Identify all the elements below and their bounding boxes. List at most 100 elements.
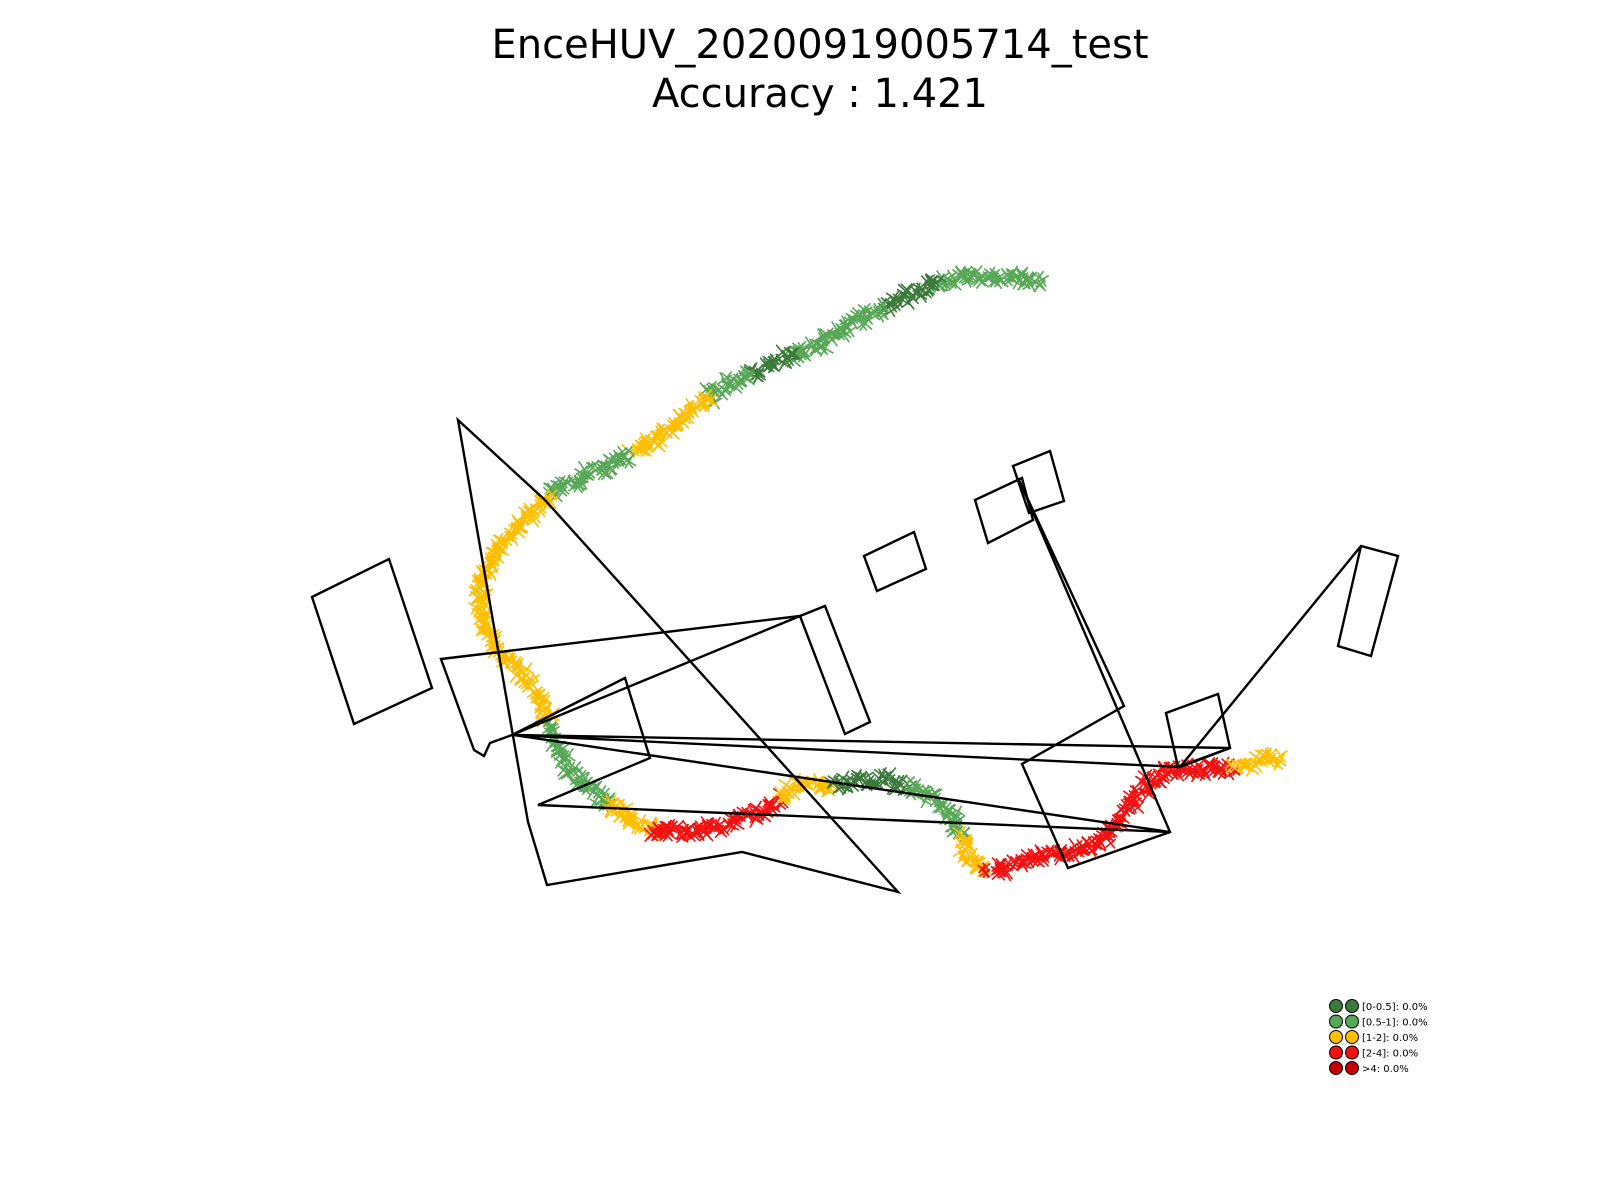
trajectory-point — [783, 781, 795, 793]
trajectory-point — [599, 466, 614, 481]
trajectory-point — [664, 822, 677, 834]
trajectory-point — [1129, 784, 1140, 795]
trajectory-point — [480, 608, 493, 622]
trajectory-segment — [468, 488, 560, 728]
trajectory-point — [503, 528, 521, 546]
trajectory-point — [1072, 844, 1083, 855]
trajectory-point — [477, 626, 487, 636]
legend: [0-0.5]: 0.0% [0.5-1]: 0.0% [1-2]: 0.0% [2-… — [1329, 999, 1428, 1075]
trajectory-segment — [542, 445, 637, 504]
legend-marker — [1345, 999, 1359, 1013]
trajectory-point — [1147, 769, 1157, 780]
trajectory-point — [541, 694, 552, 706]
trajectory-point — [535, 493, 552, 510]
building-outline — [310, 557, 434, 726]
trajectory-point — [522, 502, 537, 517]
chart-subtitle: Accuracy : 1.421 — [652, 71, 988, 117]
legend-label: >4: 0.0% — [1362, 1064, 1409, 1075]
trajectory-point — [951, 805, 965, 818]
trajectory-point — [672, 421, 682, 431]
legend-entry: [2-4]: 0.0% — [1329, 1045, 1418, 1060]
legend-marker — [1345, 1061, 1359, 1075]
trajectory-point — [660, 825, 678, 842]
trajectory-point — [589, 796, 600, 807]
building-outline — [1179, 544, 1400, 768]
trajectory-segment — [824, 766, 919, 797]
trajectory-segment — [783, 297, 890, 368]
trajectory-point — [1086, 844, 1098, 857]
trajectory-point — [1254, 755, 1264, 764]
legend-entry: >4: 0.0% — [1329, 1061, 1409, 1075]
building-outlines — [310, 416, 1400, 895]
legend-marker — [1345, 1014, 1359, 1029]
trajectory-point — [473, 573, 484, 584]
trajectory-point — [977, 863, 988, 874]
trajectory-segment — [876, 273, 947, 318]
trajectory-point — [909, 285, 923, 299]
legend-label: [1-2]: 0.0% — [1362, 1033, 1418, 1044]
building-outline — [511, 676, 1171, 834]
trajectory-point — [585, 460, 600, 475]
legend-marker — [1345, 1045, 1359, 1060]
legend-label: [0.5-1]: 0.0% — [1362, 1018, 1428, 1029]
legend-marker — [1329, 1030, 1343, 1044]
building-outline — [1164, 692, 1232, 769]
trajectory-point — [1201, 756, 1217, 773]
trajectory-point — [659, 819, 674, 834]
trajectory-point — [699, 816, 714, 831]
trajectory-segment — [743, 344, 801, 385]
trajectory-point — [1023, 271, 1039, 287]
trajectory-point — [1238, 758, 1250, 770]
trajectory-point — [550, 745, 567, 761]
trajectory-point — [557, 752, 572, 767]
building-outline — [973, 476, 1035, 545]
trajectory-point — [709, 818, 726, 834]
trajectory-point — [1273, 748, 1288, 764]
trajectory-point — [847, 313, 859, 325]
trajectory-point — [480, 628, 495, 643]
trajectory-point — [765, 355, 781, 370]
trajectory-point — [1007, 273, 1017, 282]
legend-entry: [1-2]: 0.0% — [1329, 1030, 1418, 1044]
trajectory-point — [863, 770, 874, 781]
trajectory-point — [872, 302, 886, 317]
trajectory-point — [925, 280, 936, 291]
trajectory-point — [958, 835, 974, 851]
chart-title: EnceHUV_20200919005714_test — [491, 22, 1148, 68]
trajectory-point — [850, 771, 862, 783]
trajectory-point — [598, 787, 611, 800]
trajectory-point — [971, 272, 986, 287]
trajectory-point — [669, 819, 684, 834]
trajectory-segment — [1225, 746, 1288, 777]
building-outline — [1016, 477, 1172, 870]
trajectory-point — [648, 825, 665, 842]
building-outline — [511, 733, 1231, 769]
trajectory-point — [955, 265, 967, 278]
legend-marker — [1329, 1045, 1343, 1060]
trajectory-point — [878, 770, 894, 786]
legend-entry: [0-0.5]: 0.0% — [1329, 999, 1428, 1013]
legend-marker — [1329, 999, 1343, 1013]
legend-label: [0-0.5]: 0.0% — [1362, 1002, 1428, 1013]
trajectory-point — [623, 812, 637, 827]
trajectory-point — [835, 329, 847, 341]
trajectory-point — [495, 544, 510, 559]
trajectory-segment — [698, 365, 755, 410]
trajectory-point — [712, 383, 726, 397]
building-outline — [862, 530, 928, 593]
trajectory-segment — [542, 718, 620, 814]
legend-entry: [0.5-1]: 0.0% — [1329, 1014, 1428, 1029]
legend-marker — [1329, 1014, 1343, 1029]
legend-marker — [1329, 1061, 1343, 1075]
trajectory-segment — [977, 756, 1241, 882]
trajectory-point — [1225, 758, 1241, 774]
trajectory-point — [981, 869, 991, 879]
trajectory-point — [468, 599, 484, 616]
legend-label: [2-4]: 0.0% — [1362, 1049, 1418, 1060]
trajectory-segment — [931, 265, 1050, 294]
trajectory-point — [545, 482, 560, 497]
trajectory-point — [1025, 858, 1036, 869]
trajectory-point — [514, 670, 530, 686]
trajectory-point — [520, 662, 535, 677]
trajectory-point — [1105, 837, 1117, 849]
